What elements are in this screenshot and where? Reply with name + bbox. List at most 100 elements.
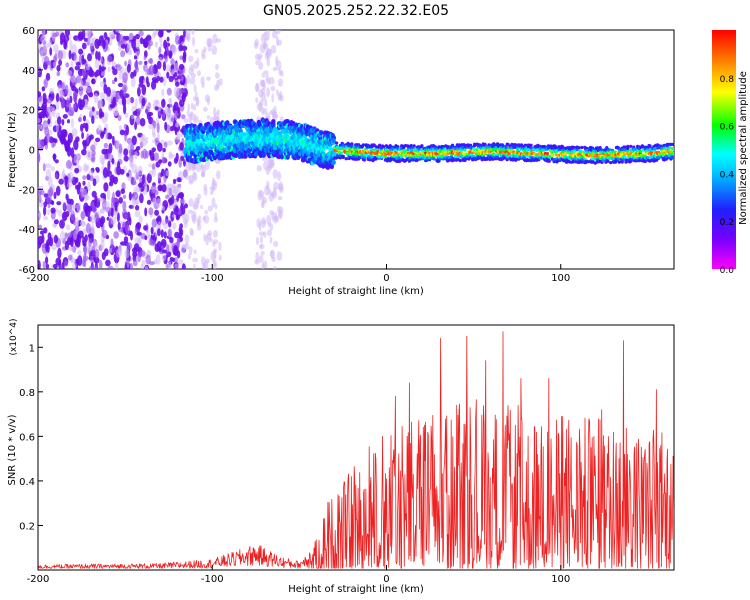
y-tick-label: -20 bbox=[19, 185, 35, 196]
snr-series-line bbox=[38, 331, 674, 569]
noise-mark bbox=[207, 43, 212, 52]
y-tick-label: 1 bbox=[29, 343, 35, 354]
noise-mark bbox=[263, 231, 267, 238]
noise-mark bbox=[53, 138, 58, 144]
noise-mark bbox=[174, 71, 178, 78]
noise-mark bbox=[266, 180, 270, 191]
noise-mark bbox=[116, 63, 122, 70]
noise-mark bbox=[130, 142, 135, 152]
noise-mark bbox=[184, 234, 190, 245]
band-mark bbox=[506, 142, 510, 146]
noise-mark bbox=[161, 156, 167, 164]
band-mark bbox=[672, 147, 674, 151]
noise-mark bbox=[102, 202, 108, 208]
noise-mark bbox=[141, 174, 145, 185]
noise-mark bbox=[111, 90, 117, 97]
noise-mark bbox=[269, 249, 276, 259]
noise-mark bbox=[186, 74, 190, 84]
noise-mark bbox=[152, 132, 157, 138]
noise-mark bbox=[149, 150, 155, 161]
noise-mark bbox=[185, 175, 191, 181]
noise-mark bbox=[263, 70, 269, 75]
noise-mark bbox=[277, 196, 283, 201]
band-mark bbox=[339, 151, 343, 155]
noise-mark bbox=[43, 43, 46, 54]
noise-mark bbox=[59, 90, 65, 99]
noise-mark bbox=[125, 35, 130, 41]
noise-mark bbox=[115, 30, 122, 33]
noise-mark bbox=[145, 254, 151, 265]
noise-mark bbox=[145, 76, 149, 85]
noise-mark bbox=[178, 192, 185, 199]
band-mark bbox=[496, 155, 500, 159]
noise-mark bbox=[179, 55, 183, 60]
noise-mark bbox=[181, 114, 186, 120]
noise-mark bbox=[155, 254, 161, 265]
noise-mark bbox=[42, 92, 47, 102]
noise-mark bbox=[212, 229, 219, 238]
band-mark bbox=[580, 145, 584, 150]
noise-mark bbox=[117, 161, 121, 169]
noise-mark bbox=[61, 211, 68, 221]
noise-mark bbox=[44, 55, 50, 65]
band-mark bbox=[508, 154, 512, 158]
noise-mark bbox=[129, 263, 134, 269]
noise-mark bbox=[270, 191, 276, 198]
band-mark bbox=[331, 159, 336, 165]
noise-mark bbox=[280, 70, 284, 77]
noise-mark bbox=[212, 259, 217, 267]
noise-mark bbox=[111, 61, 117, 68]
noise-mark bbox=[82, 246, 89, 255]
noise-mark bbox=[50, 207, 56, 214]
noise-mark bbox=[190, 229, 194, 236]
noise-mark bbox=[48, 236, 54, 247]
noise-mark bbox=[70, 77, 76, 83]
noise-mark bbox=[65, 193, 69, 201]
noise-mark bbox=[150, 184, 157, 194]
noise-mark bbox=[75, 177, 79, 184]
noise-mark bbox=[211, 45, 218, 56]
colorbar-tick-label: 0.8 bbox=[720, 75, 735, 85]
noise-mark bbox=[90, 144, 96, 152]
noise-mark bbox=[81, 149, 87, 156]
noise-mark bbox=[58, 59, 62, 66]
noise-mark bbox=[108, 247, 113, 254]
noise-mark bbox=[124, 112, 129, 119]
noise-mark bbox=[271, 93, 275, 103]
noise-mark bbox=[57, 116, 62, 125]
noise-mark bbox=[141, 97, 146, 107]
noise-mark bbox=[154, 243, 160, 252]
noise-mark bbox=[120, 43, 127, 49]
noise-mark bbox=[271, 30, 278, 39]
noise-mark bbox=[98, 259, 103, 269]
noise-mark bbox=[154, 41, 159, 48]
noise-mark bbox=[185, 160, 192, 172]
noise-mark bbox=[71, 44, 78, 55]
band-mark bbox=[392, 154, 396, 158]
noise-mark bbox=[115, 93, 119, 103]
noise-mark bbox=[191, 36, 196, 47]
noise-mark bbox=[191, 30, 195, 36]
band-mark bbox=[505, 158, 509, 162]
noise-mark bbox=[66, 236, 73, 246]
noise-mark bbox=[171, 194, 175, 205]
noise-mark bbox=[138, 76, 144, 85]
noise-mark bbox=[179, 142, 184, 151]
noise-mark bbox=[212, 241, 216, 247]
noise-mark bbox=[66, 70, 73, 77]
y-tick-label: 0.4 bbox=[19, 477, 35, 488]
band-mark bbox=[381, 145, 386, 149]
noise-mark bbox=[164, 121, 168, 131]
noise-mark bbox=[204, 94, 211, 103]
noise-mark bbox=[87, 181, 91, 192]
noise-mark bbox=[191, 162, 195, 168]
noise-mark bbox=[77, 31, 84, 41]
noise-mark bbox=[143, 37, 149, 48]
snr-panel: -200 -100 0 100 0.20.40.60.81 Height of str… bbox=[7, 318, 675, 595]
noise-mark bbox=[104, 129, 108, 141]
noise-mark bbox=[79, 99, 86, 108]
noise-mark bbox=[75, 136, 80, 143]
noise-mark bbox=[260, 251, 265, 256]
noise-mark bbox=[97, 197, 101, 203]
